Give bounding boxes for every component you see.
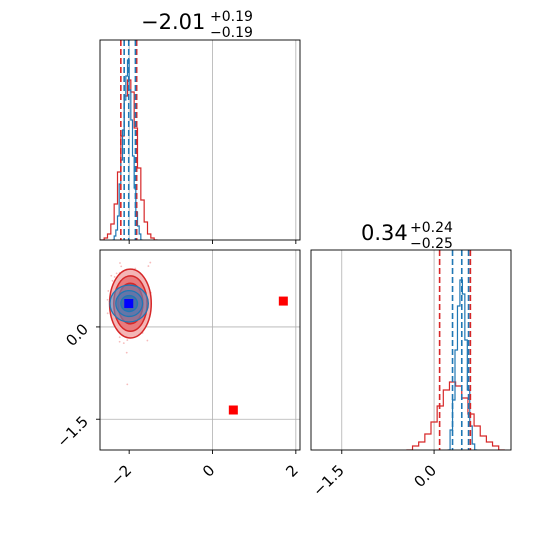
scatter-sample-point: [115, 272, 118, 275]
scatter-sample-point: [106, 312, 109, 315]
hist-x-title-upper: +0.19: [210, 9, 253, 25]
scatter-sample-point: [146, 339, 149, 342]
scatter-sample-point: [106, 298, 109, 301]
blue-square-marker: [124, 299, 134, 309]
scatter-sample-point: [118, 340, 121, 343]
scatter-sample-point: [149, 261, 152, 264]
scatter-sample-point: [126, 339, 129, 342]
scatter-sample-point: [111, 279, 114, 282]
red-square-marker: [228, 405, 238, 415]
hist-y-panel: [341, 250, 505, 450]
hist-y-title: 0.34 +0.24−0.25: [361, 220, 453, 252]
hist-x-panel: [100, 40, 297, 240]
scatter-sample-point: [120, 265, 123, 268]
scatter-sample-point: [118, 336, 121, 339]
hist-x-frame: [99, 39, 301, 241]
scatter-sample-point: [122, 342, 125, 345]
hist-x-title-value: −2.01: [141, 10, 205, 34]
hist-x-title: −2.01 +0.19−0.19: [141, 9, 253, 41]
scatter-sample-point: [110, 274, 113, 277]
scatter-sample-point: [126, 383, 129, 386]
hist-y-frame: [310, 249, 512, 451]
scatter-sample-point: [134, 267, 137, 270]
hist-y-series-red: [406, 381, 505, 450]
scatter-xy-panel: [100, 250, 300, 450]
scatter-sample-point: [119, 262, 121, 264]
hist-x-series-blue: [112, 59, 143, 240]
scatter-xy-frame: [99, 249, 301, 451]
hist-y-title-lower: −0.25: [410, 236, 453, 252]
scatter-sample-point: [125, 351, 128, 354]
hist-y-title-value: 0.34: [361, 221, 408, 245]
scatter-sample-point: [107, 290, 110, 292]
scatter-sample-point: [147, 265, 150, 267]
scatter-sample-point: [113, 276, 116, 278]
hist-y-title-upper: +0.24: [410, 220, 453, 236]
red-square-marker: [278, 296, 288, 306]
hist-x-title-lower: −0.19: [210, 25, 253, 41]
